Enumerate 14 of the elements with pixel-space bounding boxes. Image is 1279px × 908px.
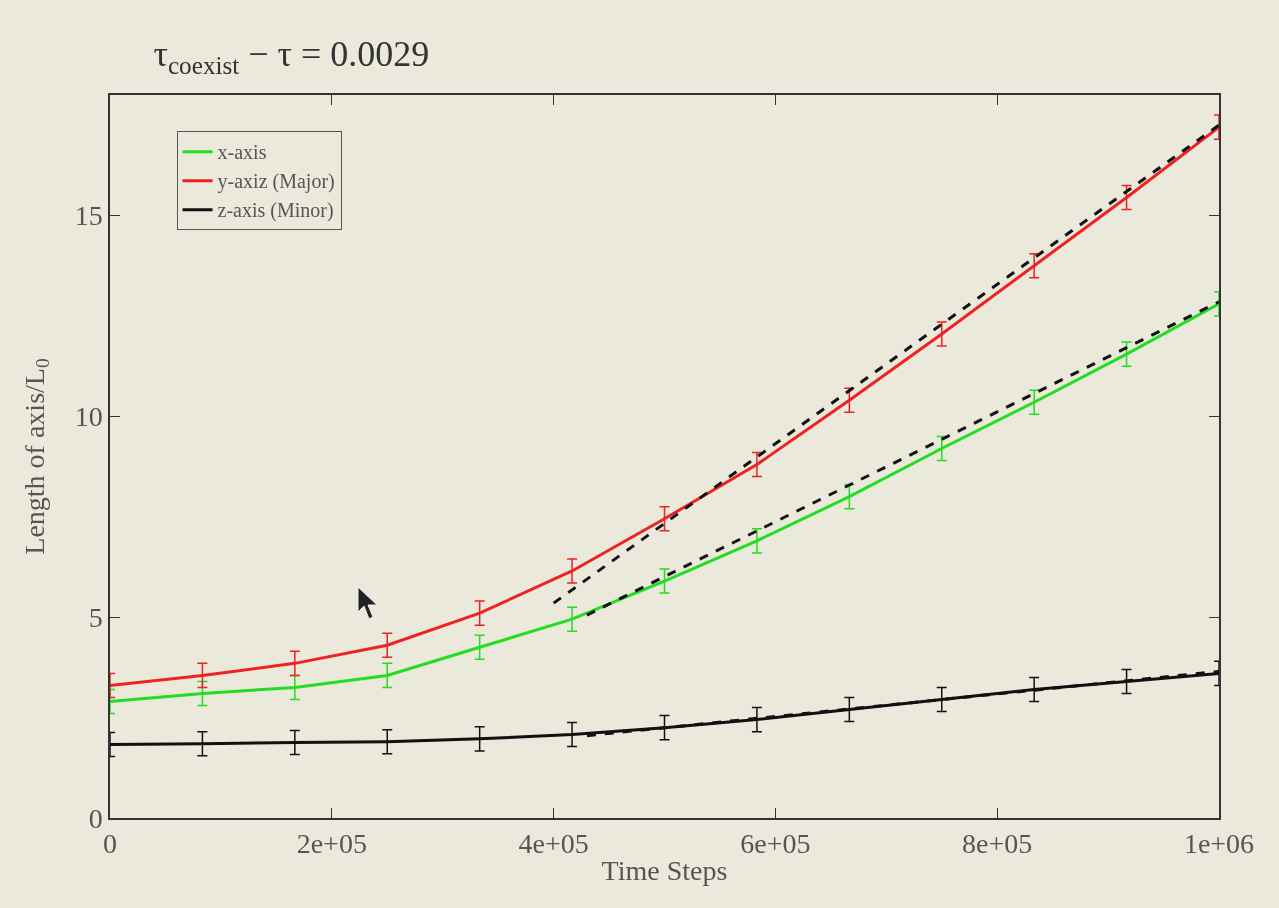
x-tick-label: 1e+06 bbox=[1183, 828, 1255, 860]
x-tick-label: 8e+05 bbox=[962, 828, 1033, 860]
legend-label: x-axis bbox=[217, 141, 267, 164]
x-tick-label: 6e+05 bbox=[740, 828, 811, 860]
y-tick-label: 0 bbox=[88, 802, 103, 834]
x-axis-title: Time Steps bbox=[601, 854, 728, 886]
x-tick-label: 4e+05 bbox=[518, 828, 589, 860]
y-tick-label: 15 bbox=[74, 200, 103, 232]
legend-label: z-axis (Minor) bbox=[217, 199, 334, 223]
legend-label: y-axiz (Major) bbox=[217, 170, 335, 194]
chart-title: τ$_{coexist}$ − τ = 0.0029 bbox=[153, 34, 430, 79]
y-tick-label: 5 bbox=[88, 601, 103, 633]
x-tick-label: 2e+05 bbox=[296, 828, 367, 860]
y-tick-label: 10 bbox=[74, 401, 103, 433]
